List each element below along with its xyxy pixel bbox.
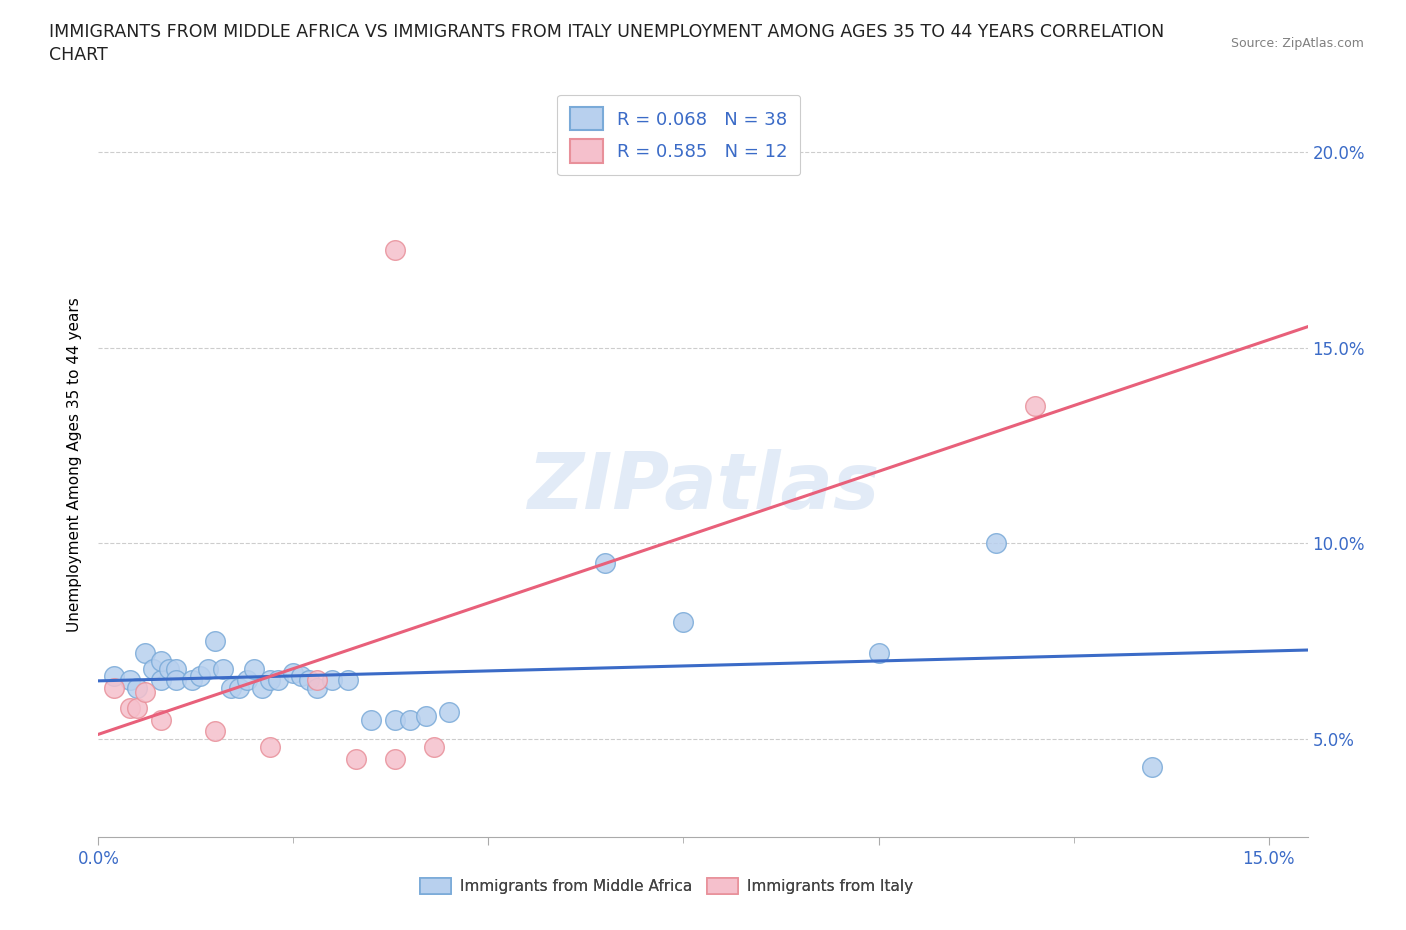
Point — [439, 704, 461, 719]
Point — [595, 555, 617, 570]
Point — [204, 724, 226, 738]
Point — [118, 700, 141, 715]
Point — [134, 645, 156, 660]
Point — [165, 661, 187, 676]
Point — [228, 681, 250, 696]
Y-axis label: Unemployment Among Ages 35 to 44 years: Unemployment Among Ages 35 to 44 years — [67, 298, 83, 632]
Point — [1024, 399, 1046, 414]
Point — [181, 673, 204, 688]
Point — [142, 661, 165, 676]
Point — [219, 681, 242, 696]
Point — [134, 684, 156, 699]
Point — [103, 669, 125, 684]
Point — [197, 661, 219, 676]
Point — [235, 673, 257, 688]
Legend: Immigrants from Middle Africa, Immigrants from Italy: Immigrants from Middle Africa, Immigrant… — [413, 871, 920, 900]
Point — [321, 673, 343, 688]
Point — [259, 739, 281, 754]
Point — [157, 661, 180, 676]
Point — [243, 661, 266, 676]
Point — [672, 614, 695, 629]
Point — [149, 673, 172, 688]
Point — [360, 712, 382, 727]
Point — [384, 751, 406, 766]
Point — [399, 712, 422, 727]
Point — [423, 739, 446, 754]
Text: Source: ZipAtlas.com: Source: ZipAtlas.com — [1230, 37, 1364, 50]
Point — [165, 673, 187, 688]
Point — [212, 661, 235, 676]
Point — [1140, 759, 1163, 774]
Point — [298, 673, 321, 688]
Point — [984, 536, 1007, 551]
Point — [344, 751, 367, 766]
Point — [204, 633, 226, 648]
Point — [283, 665, 305, 680]
Point — [337, 673, 360, 688]
Point — [305, 673, 328, 688]
Point — [384, 242, 406, 257]
Point — [103, 681, 125, 696]
Text: ZIPatlas: ZIPatlas — [527, 449, 879, 525]
Point — [127, 681, 149, 696]
Point — [290, 669, 312, 684]
Point — [118, 673, 141, 688]
Point — [188, 669, 211, 684]
Point — [868, 645, 890, 660]
Point — [259, 673, 281, 688]
Point — [384, 712, 406, 727]
Text: IMMIGRANTS FROM MIDDLE AFRICA VS IMMIGRANTS FROM ITALY UNEMPLOYMENT AMONG AGES 3: IMMIGRANTS FROM MIDDLE AFRICA VS IMMIGRA… — [49, 23, 1164, 41]
Point — [305, 681, 328, 696]
Point — [267, 673, 290, 688]
Text: CHART: CHART — [49, 46, 108, 64]
Point — [252, 681, 274, 696]
Point — [127, 700, 149, 715]
Point — [149, 712, 172, 727]
Point — [149, 654, 172, 669]
Point — [415, 708, 437, 723]
